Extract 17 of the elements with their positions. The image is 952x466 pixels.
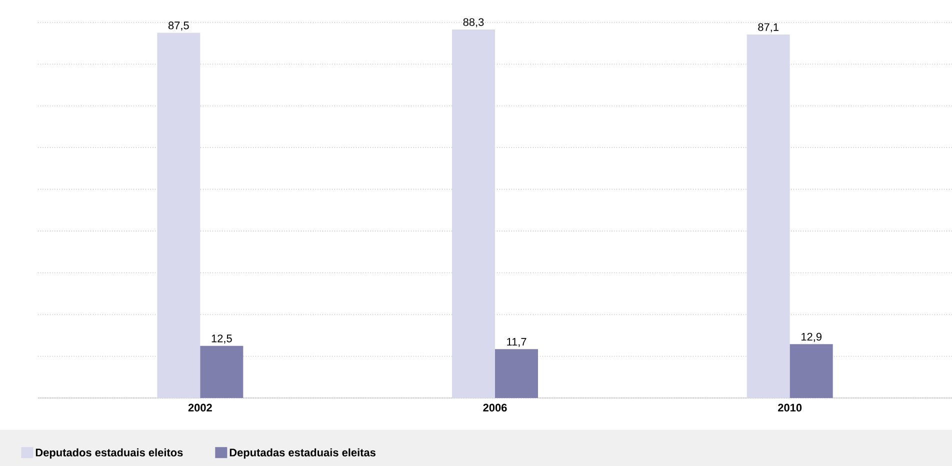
legend-label: Deputados estaduais eleitos — [36, 448, 183, 459]
data-label: 88,3 — [463, 18, 484, 28]
data-label: 87,1 — [758, 23, 778, 32]
bar — [157, 32, 200, 398]
data-label: 87,5 — [168, 22, 189, 31]
bar — [495, 349, 538, 398]
bar — [790, 344, 833, 398]
x-tick-label: 2002 — [188, 404, 212, 412]
legend-label: Deputadas estaduais eleitas — [230, 448, 376, 459]
data-label: 11,7 — [507, 338, 526, 347]
data-label: 12,9 — [802, 332, 822, 342]
bar — [200, 346, 244, 398]
bar — [452, 29, 496, 398]
x-tick-label: 2006 — [483, 404, 507, 412]
data-label: 12,5 — [212, 334, 232, 344]
x-tick-label: 2010 — [778, 404, 802, 412]
bar — [746, 34, 790, 398]
